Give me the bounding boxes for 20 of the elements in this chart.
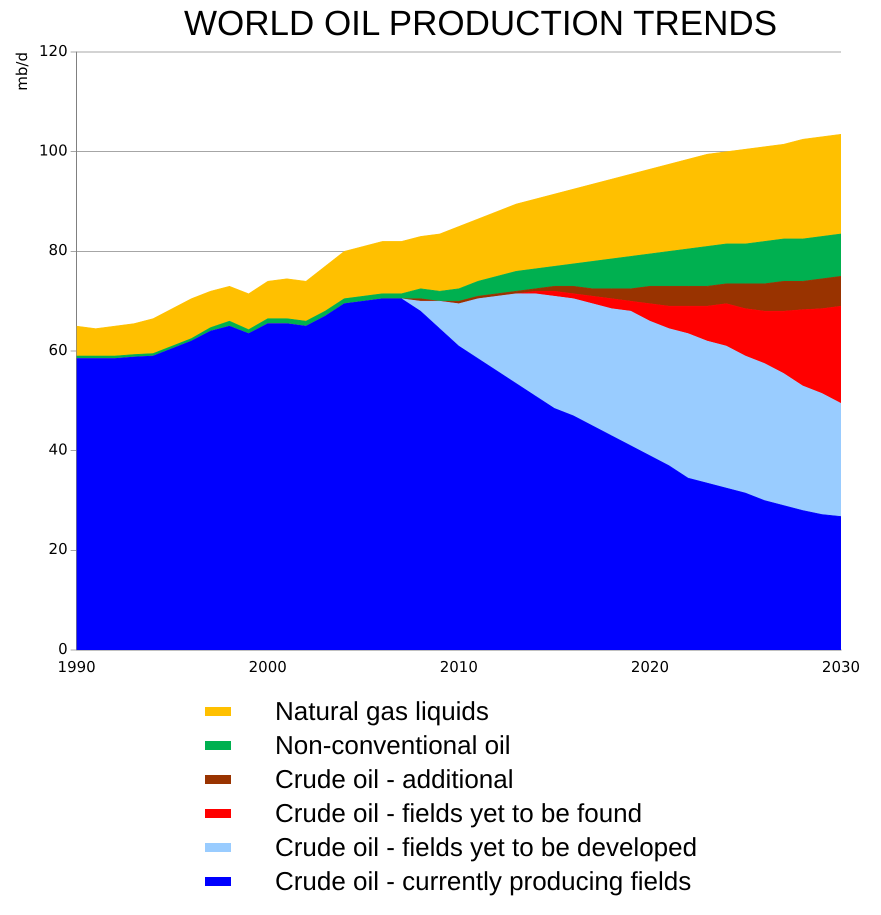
legend-label: Crude oil - additional [275,763,514,796]
legend-label: Non-conventional oil [275,729,511,762]
legend-label: Crude oil - fields yet to be found [275,797,642,830]
y-tick-label: 120 [38,42,68,60]
x-tick-label: 2010 [440,658,478,676]
chart-title: WORLD OIL PRODUCTION TRENDS [184,4,778,43]
x-tick-label: 2030 [822,658,860,676]
x-tick-label: 2000 [248,658,287,676]
y-tick-label: 40 [48,440,68,459]
y-tick-label: 60 [48,340,68,359]
x-tick-label: 2020 [630,658,669,676]
x-tick-label: 1990 [58,658,96,676]
legend-label: Natural gas liquids [275,695,489,728]
legend-label: Crude oil - fields yet to be developed [275,831,698,864]
y-tick-label: 100 [38,142,68,160]
legend-label: Crude oil - currently producing fields [275,865,692,898]
y-tick-label: 20 [48,540,68,558]
y-tick-label: 80 [48,241,68,260]
y-axis-title: mb/d [12,52,31,91]
y-tick-label: 0 [58,640,68,658]
